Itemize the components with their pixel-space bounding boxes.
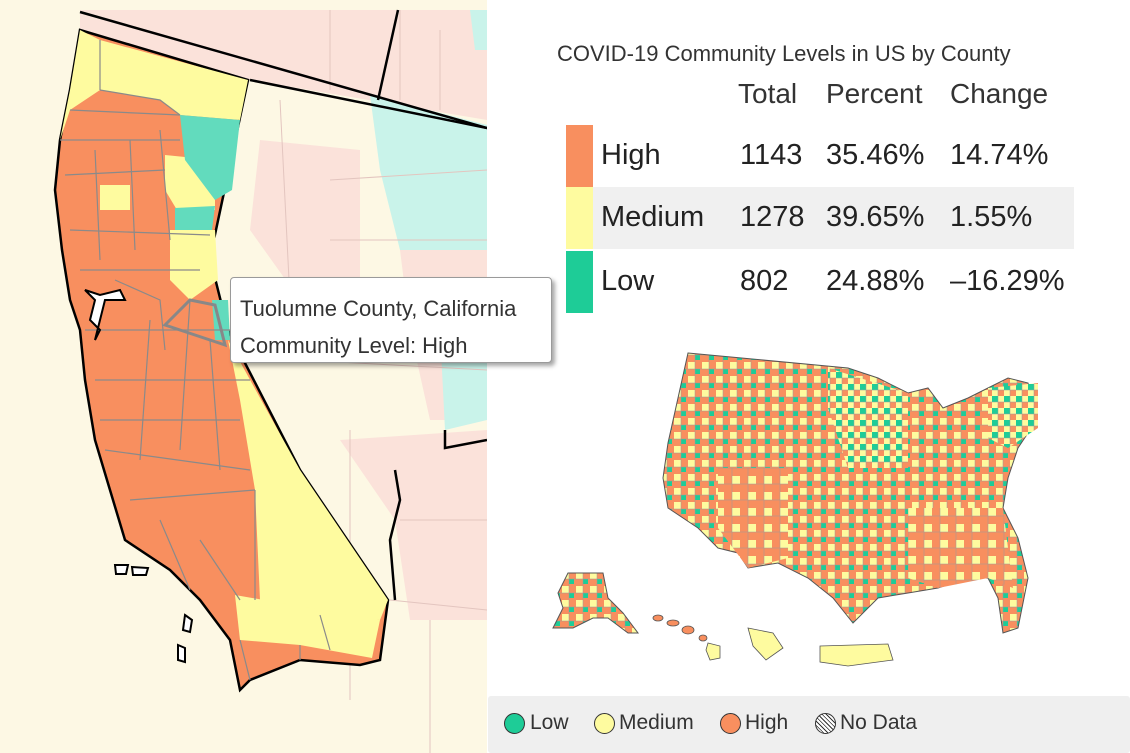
california-low-region-2[interactable] [175,206,215,230]
level-change: 1.55% [950,201,1033,233]
county-tooltip: Tuolumne County, California Community Le… [230,277,552,363]
level-name: Low [601,265,655,297]
california-medium-eastern[interactable] [228,340,388,620]
us-northeast-low[interactable] [988,383,1038,448]
legend-dot-no-data [815,713,836,734]
california-medium-south[interactable] [235,595,380,658]
level-change: 14.74% [950,139,1049,171]
level-row-low: Low 802 24.88% –16.29% [566,251,1074,313]
arizona-faded-high[interactable] [340,430,487,620]
level-percent: 35.46% [826,139,925,171]
san-francisco-bay [84,288,127,341]
level-percent: 24.88% [826,265,925,297]
california-medium-sierra[interactable] [170,230,218,300]
level-swatch-high [566,125,593,187]
california-medium-northeast[interactable] [100,40,248,120]
oregon-faded-low[interactable] [470,10,487,50]
legend-dot-high [720,713,741,734]
california-map-svg[interactable] [0,0,487,753]
legend-label-medium: Medium [619,711,694,734]
pacific-territory[interactable] [747,627,784,661]
oregon-faded-region[interactable] [80,10,487,120]
column-header-change: Change [950,78,1049,109]
us-southeast-high[interactable] [908,508,1013,588]
legend-dot-medium [594,713,615,734]
nevada-faded-low[interactable] [370,95,487,250]
tooltip-county-name: Tuolumne County, California [240,296,517,321]
level-swatch-low [566,251,593,313]
zoomed-map[interactable] [0,0,487,753]
level-total: 1143 [740,139,803,171]
us-southwest-high[interactable] [718,468,788,568]
california-low-region[interactable] [180,115,240,200]
channel-islands [113,564,194,664]
legend: Low Medium High No Data [488,696,1130,753]
us-overview-map[interactable] [548,348,1038,668]
level-row-medium: Medium 1278 39.65% 1.55% [566,187,1074,249]
level-change: –16.29% [950,265,1065,297]
tooltip-community-level: Community Level: High [240,333,468,358]
panel-title: COVID-19 Community Levels in US by Count… [557,41,1011,66]
neighbor-state-borders [79,9,487,601]
level-percent: 39.65% [826,201,925,233]
legend-dot-low [504,713,525,734]
legend-label-high: High [745,711,789,734]
california-medium-small[interactable] [100,185,130,210]
level-total: 1278 [740,201,805,233]
level-name: Medium [601,201,705,233]
level-name: High [601,139,661,171]
us-northern-plains-low[interactable] [828,368,908,468]
faded-county-lines [279,10,487,753]
column-header-percent: Percent [826,78,923,109]
column-header-total: Total [738,78,798,109]
level-swatch-medium [566,187,593,249]
tuolumne-county-highlight[interactable] [162,298,228,348]
california-medium-northwest[interactable] [60,30,100,140]
california-county-lines [60,40,331,681]
puerto-rico[interactable] [819,643,894,667]
legend-label-low: Low [530,711,569,734]
legend-label-no-data: No Data [840,711,918,734]
level-row-high: High 1143 35.46% 14.74% [566,125,1074,187]
alaska[interactable] [552,572,639,634]
hawaii[interactable] [652,614,721,661]
level-total: 802 [740,265,789,297]
